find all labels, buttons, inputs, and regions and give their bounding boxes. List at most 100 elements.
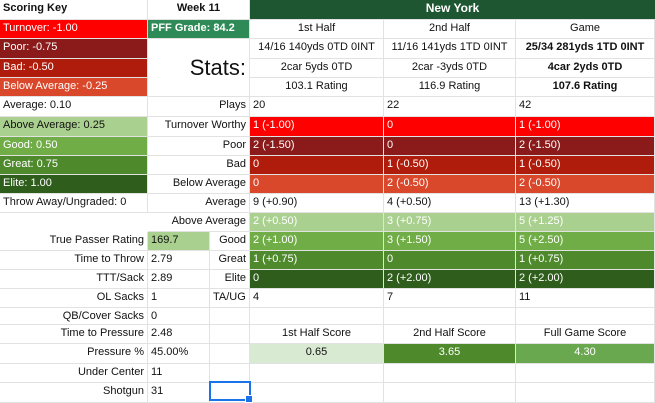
stat-line-cell: 11/16 141yds 1TD 0INT xyxy=(384,39,516,59)
empty-cell xyxy=(250,364,384,383)
stat-line-cell: 103.1 Rating xyxy=(250,78,384,97)
side-stat-label: QB/Cover Sacks xyxy=(0,308,148,325)
side-stat-label: True Passer Rating xyxy=(0,232,148,251)
stat-line-cell: 14/16 140yds 0TD 0INT xyxy=(250,39,384,59)
grade-value: 5 (+1.25) xyxy=(516,213,655,232)
grade-value: 2 (-1.50) xyxy=(516,137,655,156)
stats-label: Stats: xyxy=(148,39,250,97)
team-header: New York xyxy=(250,0,655,20)
pff-grade: PFF Grade: 84.2 xyxy=(148,20,250,39)
grade-value: 0 xyxy=(384,137,516,156)
score-label: 2nd Half Score xyxy=(384,325,516,344)
empty-cell xyxy=(516,308,655,325)
empty-cell xyxy=(210,344,250,364)
grade-value: 1 (-0.50) xyxy=(384,156,516,175)
scoring-key-item: Below Average: -0.25 xyxy=(0,78,148,97)
side-stat-label: Pressure % xyxy=(0,344,148,364)
empty-cell xyxy=(384,364,516,383)
active-cell-selection[interactable] xyxy=(209,381,253,403)
grade-value: 2 (-0.50) xyxy=(384,175,516,194)
grade-row-label: Good xyxy=(210,232,250,251)
side-stat-label: TTT/Sack xyxy=(0,270,148,289)
scoring-key-item: Above Average: 0.25 xyxy=(0,117,148,137)
column-header: 2nd Half xyxy=(384,20,516,39)
scoring-key-item: Throw Away/Ungraded: 0 xyxy=(0,194,148,213)
side-stat-value: 169.7 xyxy=(148,232,210,251)
grade-value: 0 xyxy=(384,251,516,270)
grade-value: 3 (+1.50) xyxy=(384,232,516,251)
ta-ug-value: 4 xyxy=(250,289,384,308)
ta-ug-value: 11 xyxy=(516,289,655,308)
grade-value: 2 (+0.50) xyxy=(250,213,384,232)
grade-value: 13 (+1.30) xyxy=(516,194,655,213)
scoring-key-title: Scoring Key xyxy=(0,0,148,20)
stat-line-cell: 2car -3yds 0TD xyxy=(384,59,516,78)
grade-value: 1 (-1.00) xyxy=(250,117,384,137)
grade-value: 0 xyxy=(250,175,384,194)
empty-cell xyxy=(516,383,655,403)
grade-value: 0 xyxy=(384,117,516,137)
score-value: 3.65 xyxy=(384,344,516,364)
side-stat-value: 11 xyxy=(148,364,210,383)
grade-value: 3 (+0.75) xyxy=(384,213,516,232)
column-header: Game xyxy=(516,20,655,39)
empty-cell xyxy=(384,308,516,325)
side-stat-value: 31 xyxy=(148,383,210,403)
grade-value: 1 (-1.00) xyxy=(516,117,655,137)
grade-row-label: Poor xyxy=(148,137,250,156)
plays-label: Plays xyxy=(148,97,250,117)
side-stat-value: 0 xyxy=(148,308,210,325)
side-stat-label: Shotgun xyxy=(0,383,148,403)
empty-cell xyxy=(210,308,250,325)
fill-handle[interactable] xyxy=(245,395,253,403)
scoring-key-item: Average: 0.10 xyxy=(0,97,148,117)
stat-line-cell: 4car 2yds 0TD xyxy=(516,59,655,78)
grade-value: 0 xyxy=(250,156,384,175)
grade-row-label: Bad xyxy=(148,156,250,175)
grade-value: 0 xyxy=(250,270,384,289)
side-stat-label: Time to Pressure xyxy=(0,325,148,344)
side-stat-label: Under Center xyxy=(0,364,148,383)
ta-ug-value: 7 xyxy=(384,289,516,308)
grade-row-label: Average xyxy=(148,194,250,213)
column-header: 1st Half xyxy=(250,20,384,39)
empty-cell xyxy=(516,364,655,383)
side-stat-label: OL Sacks xyxy=(0,289,148,308)
grade-value: 2 (+2.00) xyxy=(384,270,516,289)
empty-cell xyxy=(250,308,384,325)
score-value: 0.65 xyxy=(250,344,384,364)
plays-value: 22 xyxy=(384,97,516,117)
grade-value: 2 (+1.00) xyxy=(250,232,384,251)
score-label: Full Game Score xyxy=(516,325,655,344)
side-stat-value: 2.89 xyxy=(148,270,210,289)
plays-value: 20 xyxy=(250,97,384,117)
scoring-key-item: Great: 0.75 xyxy=(0,156,148,175)
grade-value: 4 (+0.50) xyxy=(384,194,516,213)
week-label: Week 11 xyxy=(148,0,250,20)
scoring-key-item: Good: 0.50 xyxy=(0,137,148,156)
score-value: 4.30 xyxy=(516,344,655,364)
side-stat-value: 2.79 xyxy=(148,251,210,270)
side-stat-value: 45.00% xyxy=(148,344,210,364)
empty-cell xyxy=(210,325,250,344)
grade-row-label: Below Average xyxy=(148,175,250,194)
scoring-key-item: Elite: 1.00 xyxy=(0,175,148,194)
grade-value: 2 (-1.50) xyxy=(250,137,384,156)
stat-line-cell: 2car 5yds 0TD xyxy=(250,59,384,78)
grade-value: 2 (+2.00) xyxy=(516,270,655,289)
grade-row-label: Great xyxy=(210,251,250,270)
grade-value: 1 (+0.75) xyxy=(250,251,384,270)
empty-cell xyxy=(384,383,516,403)
grade-value: 2 (-0.50) xyxy=(516,175,655,194)
scoring-key-item: Bad: -0.50 xyxy=(0,59,148,78)
grade-row-label: Above Average xyxy=(148,213,250,232)
scoring-key-item: Poor: -0.75 xyxy=(0,39,148,59)
scoring-key-item: Turnover: -1.00 xyxy=(0,20,148,39)
side-stat-value: 1 xyxy=(148,289,210,308)
plays-value: 42 xyxy=(516,97,655,117)
stat-line-cell: 107.6 Rating xyxy=(516,78,655,97)
empty-cell xyxy=(250,383,384,403)
grade-row-label: Elite xyxy=(210,270,250,289)
grade-row-label: Turnover Worthy xyxy=(148,117,250,137)
